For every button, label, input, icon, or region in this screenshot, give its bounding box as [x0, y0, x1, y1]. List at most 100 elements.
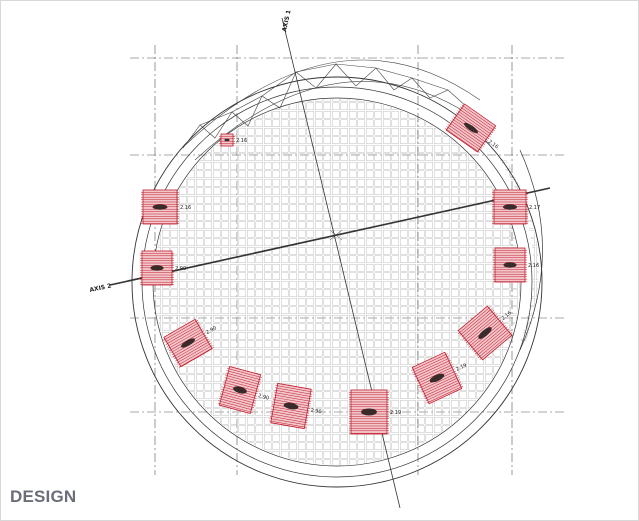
- pad-dimension-label: 2.16: [236, 138, 247, 144]
- pad-hatch: [451, 118, 487, 143]
- pad-hatch: [271, 408, 309, 416]
- pad-dimension-label: 2.19: [455, 363, 468, 373]
- cell-field: [154, 99, 539, 465]
- anchor-pad: 2.16: [493, 247, 539, 283]
- pad-hatch: [219, 398, 254, 409]
- pad-hatch: [449, 122, 484, 147]
- pad-hatch: [220, 391, 256, 402]
- pad-hatch: [473, 324, 507, 353]
- pad-core: [152, 204, 168, 210]
- pad-hatch: [444, 128, 480, 153]
- pad-hatch: [460, 106, 495, 132]
- pad-hatch: [471, 323, 505, 351]
- pad-hatch: [275, 385, 313, 393]
- pad-hatch: [462, 312, 496, 340]
- pad-hatch: [178, 347, 214, 368]
- pad-hatch: [269, 418, 307, 426]
- pad-hatch: [227, 368, 263, 378]
- pad-hatch: [274, 389, 312, 397]
- pad-hatch: [177, 345, 213, 366]
- design-caption: DESIGN: [10, 487, 77, 506]
- anchor-pad: 2.16: [457, 305, 513, 361]
- pad-dimension-label: 2.90: [310, 408, 322, 416]
- axis-2-label: AXIS 2: [89, 283, 112, 294]
- pad-hatch: [218, 400, 254, 411]
- pad-dimension-label: 2.16: [528, 263, 539, 269]
- pad-hatch: [425, 383, 462, 402]
- pad-hatch: [269, 420, 307, 428]
- pad-hatch: [464, 313, 497, 342]
- pad-dimension-label: 2.16: [501, 310, 513, 322]
- pad-hatch: [461, 104, 497, 130]
- pad-hatch: [422, 377, 459, 395]
- pad-dimension-label: 2.16: [487, 139, 500, 150]
- pad-hatch: [458, 306, 491, 334]
- pad-hatch: [415, 362, 452, 380]
- pad-hatch: [479, 332, 513, 360]
- anchor-pad: 2.17: [492, 189, 540, 225]
- anchor-pad: 2.16: [141, 189, 191, 225]
- anchor-pad: 2.90: [217, 366, 270, 414]
- axis-2-line: [109, 187, 551, 286]
- pad-hatch: [220, 393, 256, 404]
- pad-hatch: [223, 382, 259, 392]
- pad-hatch: [225, 372, 261, 383]
- pad-dimension-label: 2.17: [529, 205, 540, 211]
- pad-hatch: [270, 411, 309, 419]
- pad-hatch: [421, 375, 458, 393]
- pad-hatch: [224, 377, 260, 388]
- pad-hatch: [446, 126, 482, 151]
- axis-1-label: AXIS 1: [281, 9, 292, 32]
- pad-hatch: [458, 108, 494, 134]
- pad-hatch: [163, 320, 199, 341]
- top-truss: [179, 59, 481, 161]
- pad-hatch: [274, 387, 313, 395]
- pad-core: [181, 338, 195, 348]
- pad-hatch: [273, 394, 312, 402]
- pad-hatch: [166, 326, 202, 347]
- pad-core: [361, 408, 377, 416]
- pad-core: [150, 265, 164, 271]
- pad-hatch: [476, 328, 510, 357]
- pad-hatch: [221, 388, 257, 399]
- pad-core: [224, 138, 230, 142]
- anchor-pads: 2.16 2.90 2.90 2.90 2.90 2.19 2.19 2.16 2.16 2.17…: [140, 103, 540, 435]
- pad-hatch: [455, 112, 491, 137]
- anchor-pad: 2.90: [163, 318, 218, 368]
- pad-hatch: [424, 381, 461, 400]
- pad-hatch: [420, 372, 457, 391]
- pad-dimension-label: 2.16: [180, 205, 191, 211]
- pad-hatch: [223, 379, 259, 390]
- pad-hatch: [226, 370, 262, 381]
- pad-hatch: [459, 308, 493, 336]
- pad-hatch: [457, 110, 493, 136]
- pad-core: [233, 386, 247, 394]
- pad-dimension-label: 2.19: [390, 410, 401, 416]
- pad-hatch: [450, 120, 486, 145]
- pad-hatch: [172, 336, 208, 358]
- pad-core: [283, 402, 299, 410]
- pad-core: [463, 122, 479, 134]
- anchor-pad: 2.16: [444, 103, 500, 153]
- pad-hatch: [174, 338, 209, 360]
- pad-hatch: [175, 340, 211, 362]
- pad-core: [478, 327, 492, 339]
- pad-hatch: [219, 395, 255, 406]
- anchor-pad: 2.16: [219, 133, 247, 147]
- pad-hatch: [465, 315, 499, 344]
- anchor-pad: 2.19: [349, 389, 401, 435]
- pad-hatch: [461, 310, 494, 338]
- pad-core: [502, 204, 518, 210]
- anchor-pad: 2.90: [269, 382, 322, 430]
- pad-hatch: [165, 324, 201, 345]
- pad-hatch: [272, 399, 311, 407]
- anchor-pad: 2.90: [140, 250, 186, 286]
- pad-hatch: [217, 402, 253, 413]
- pad-hatch: [274, 392, 312, 400]
- pad-hatch: [413, 357, 450, 376]
- pad-hatch: [478, 330, 511, 358]
- pad-dimension-label: 2.90: [175, 266, 186, 272]
- pad-hatch: [168, 328, 203, 349]
- pad-hatch: [270, 413, 308, 421]
